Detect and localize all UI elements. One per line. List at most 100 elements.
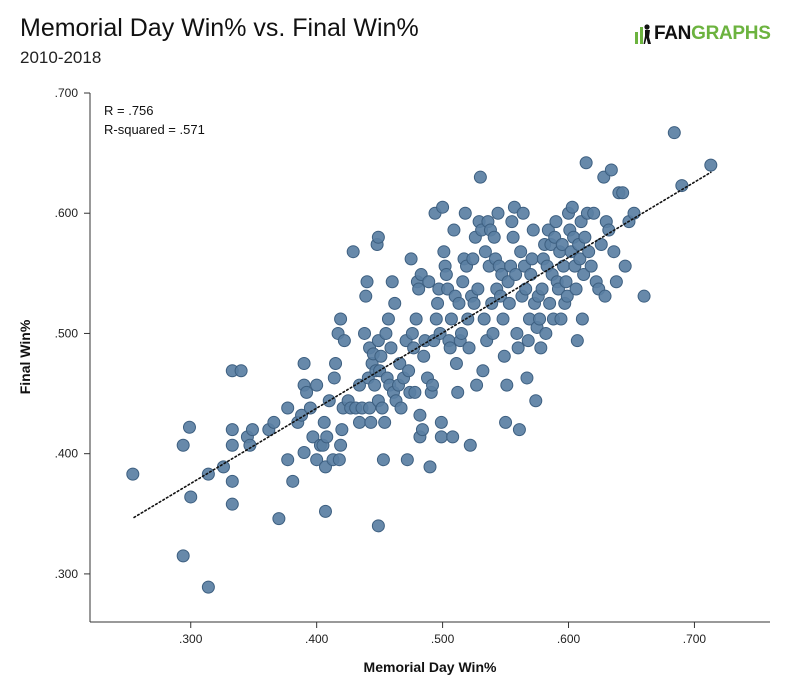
data-point (310, 453, 324, 467)
data-point (337, 334, 351, 348)
data-point (604, 163, 618, 177)
data-point (507, 200, 521, 214)
data-point (352, 378, 366, 392)
data-point (505, 215, 519, 229)
data-point (400, 453, 414, 467)
data-point (454, 326, 468, 340)
data-point (577, 268, 591, 282)
data-point (560, 289, 574, 303)
data-point (444, 312, 458, 326)
x-tick-label: .400 (305, 632, 329, 646)
data-point (413, 408, 427, 422)
data-point (437, 245, 451, 259)
data-point (379, 326, 393, 340)
data-point (374, 349, 388, 363)
data-point (509, 268, 523, 282)
data-point (456, 275, 470, 289)
data-point (384, 341, 398, 355)
data-point (334, 438, 348, 452)
data-point (320, 430, 334, 444)
data-point (524, 268, 538, 282)
data-point (458, 206, 472, 220)
y-tick-label: .500 (55, 326, 79, 340)
trend-line (133, 171, 712, 519)
data-point (201, 580, 215, 594)
data-point (434, 415, 448, 429)
data-point (310, 378, 324, 392)
data-point (300, 385, 314, 399)
data-point (329, 357, 343, 371)
data-point (477, 312, 491, 326)
data-point (426, 378, 440, 392)
data-point (579, 156, 593, 170)
data-point (281, 401, 295, 415)
data-point (521, 334, 535, 348)
data-point (525, 252, 539, 266)
data-point (478, 245, 492, 259)
chart-title: Memorial Day Win% vs. Final Win% (20, 14, 419, 42)
data-point (408, 385, 422, 399)
data-point (402, 364, 416, 378)
data-point (533, 312, 547, 326)
data-point (364, 415, 378, 429)
data-point (500, 378, 514, 392)
data-point (499, 415, 513, 429)
data-point (575, 312, 589, 326)
data-point (598, 289, 612, 303)
data-point (535, 282, 549, 296)
data-point (502, 296, 516, 310)
data-point (394, 401, 408, 415)
data-point (376, 453, 390, 467)
data-point (267, 415, 281, 429)
data-point (422, 275, 436, 289)
data-point (447, 223, 461, 237)
data-point (245, 423, 259, 437)
data-point (471, 282, 485, 296)
x-tick-label: .300 (179, 632, 203, 646)
data-point (446, 430, 460, 444)
data-point (358, 326, 372, 340)
data-point (470, 378, 484, 392)
data-point (543, 296, 557, 310)
data-point (334, 312, 348, 326)
data-point (332, 453, 346, 467)
data-point (404, 252, 418, 266)
r-value: R = .756 (104, 103, 154, 118)
data-point (359, 289, 373, 303)
data-point (182, 420, 196, 434)
data-point (346, 245, 360, 259)
data-point (555, 237, 569, 251)
data-point (520, 371, 534, 385)
data-point (297, 445, 311, 459)
data-point (431, 296, 445, 310)
x-tick-label: .500 (431, 632, 455, 646)
data-point (439, 268, 453, 282)
chart-axes: .300 .400 .500 .600 .700 .300 .400 .500 .600 .700 (55, 86, 770, 646)
data-point (429, 312, 443, 326)
data-point (512, 423, 526, 437)
data-point (126, 467, 140, 481)
logo-graphs-text: GRAPHS (691, 23, 771, 44)
data-point (573, 252, 587, 266)
data-points (126, 126, 718, 594)
data-point (371, 230, 385, 244)
data-point (371, 519, 385, 533)
data-point (529, 394, 543, 408)
data-point (449, 357, 463, 371)
data-point (281, 453, 295, 467)
x-axis-title: Memorial Day Win% (364, 659, 497, 675)
fangraphs-logo[interactable]: FANGRAPHS (634, 22, 771, 46)
data-point (594, 237, 608, 251)
data-point (539, 326, 553, 340)
data-point (607, 245, 621, 259)
data-point (497, 349, 511, 363)
chart-subtitle: 2010-2018 (20, 48, 102, 67)
data-point (317, 415, 331, 429)
data-point (559, 275, 573, 289)
data-point (216, 460, 230, 474)
data-point (306, 430, 320, 444)
data-point (476, 364, 490, 378)
data-point (526, 223, 540, 237)
data-point (385, 275, 399, 289)
data-point (516, 206, 530, 220)
